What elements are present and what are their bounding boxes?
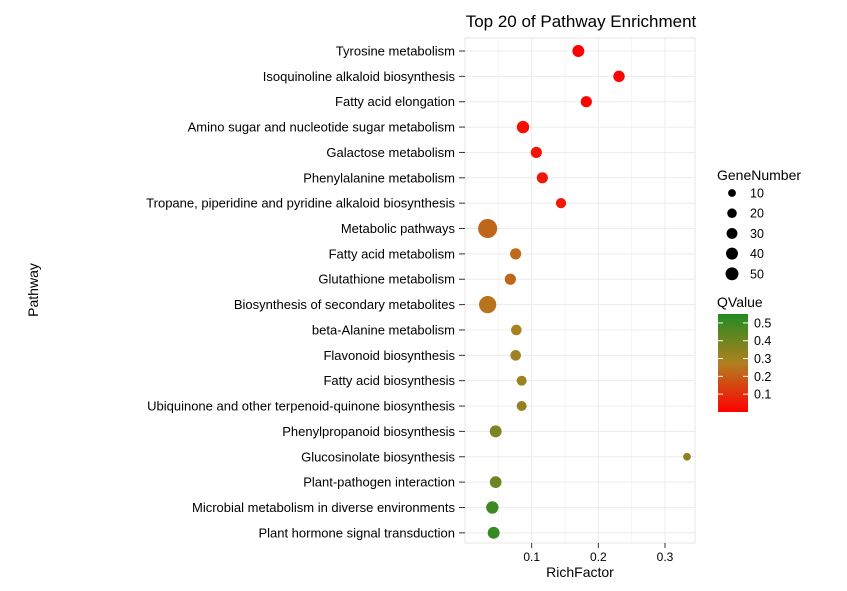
pathway-label: Amino sugar and nucleotide sugar metabol… xyxy=(188,120,455,135)
pathway-label: Phenylpropanoid biosynthesis xyxy=(282,424,455,439)
pathway-label: Glutathione metabolism xyxy=(318,272,455,287)
x-axis-title: RichFactor xyxy=(546,564,614,580)
gene-number-legend: GeneNumber 10 20 30 40 50 xyxy=(717,167,801,281)
pathway-label: Metabolic pathways xyxy=(341,221,456,236)
point-plant-pathogen-interaction xyxy=(489,476,502,488)
pathway-label: Flavonoid biosynthesis xyxy=(323,348,455,363)
gene-number-legend-label: 20 xyxy=(750,207,764,221)
point-metabolic-pathways xyxy=(478,218,498,239)
pathway-label: Microbial metabolism in diverse environm… xyxy=(192,500,455,515)
qvalue-colorbar xyxy=(718,314,748,412)
point-tropane-piperidine-and-pyridine-alkaloid-biosynthesis xyxy=(555,198,567,209)
x-gridlines xyxy=(497,38,666,543)
y-axis-ticks xyxy=(459,50,465,534)
point-phenylpropanoid-biosynthesis xyxy=(489,425,502,438)
point-plant-hormone-signal-transduction xyxy=(487,526,500,539)
x-tick-label: 0.2 xyxy=(590,550,607,564)
pathway-label: Fatty acid elongation xyxy=(335,94,455,109)
gene-number-legend-label: 50 xyxy=(750,267,764,281)
y-axis-labels: Tyrosine metabolism Isoquinoline alkaloid… xyxy=(146,44,455,541)
point-fatty-acid-biosynthesis xyxy=(516,375,527,386)
qvalue-legend-label: 0.3 xyxy=(754,352,771,366)
qvalue-legend-title: QValue xyxy=(717,294,763,310)
point-glutathione-metabolism xyxy=(504,273,516,285)
qvalue-legend-label: 0.2 xyxy=(754,370,771,384)
pathway-label: Fatty acid metabolism xyxy=(329,246,455,261)
x-axis-ticks xyxy=(531,543,666,548)
pathway-label: Plant hormone signal transduction xyxy=(258,525,455,540)
gene-number-legend-label: 40 xyxy=(750,247,764,261)
gene-number-legend-key xyxy=(726,227,738,239)
qvalue-legend-label: 0.1 xyxy=(754,388,771,402)
pathway-label: Tropane, piperidine and pyridine alkaloi… xyxy=(146,196,455,211)
point-glucosinolate-biosynthesis xyxy=(683,452,691,461)
qvalue-legend-label: 0.5 xyxy=(754,316,771,330)
pathway-label: Glucosinolate biosynthesis xyxy=(301,449,455,464)
gene-number-legend-label: 30 xyxy=(750,227,764,241)
gene-number-legend-label: 10 xyxy=(750,187,764,201)
x-tick-label: 0.1 xyxy=(523,550,540,564)
point-fatty-acid-elongation xyxy=(580,96,592,108)
gene-number-legend-key xyxy=(726,247,738,260)
point-flavonoid-biosynthesis xyxy=(510,350,521,361)
chart-title: Top 20 of Pathway Enrichment xyxy=(466,12,697,31)
plot-panel xyxy=(464,37,696,544)
pathway-label: Ubiquinone and other terpenoid-quinone b… xyxy=(147,399,455,414)
point-biosynthesis-of-secondary-metabolites xyxy=(479,295,497,314)
qvalue-legend-label: 0.4 xyxy=(754,334,771,348)
panel-background xyxy=(465,38,695,543)
point-microbial-metabolism-in-diverse-environments xyxy=(486,501,499,514)
point-amino-sugar-and-nucleotide-sugar-metabolism xyxy=(516,120,530,134)
pathway-label: Tyrosine metabolism xyxy=(336,44,455,59)
pathway-label: Phenylalanine metabolism xyxy=(303,170,455,185)
point-ubiquinone-and-other-terpenoid-quinone-biosynthesis xyxy=(516,401,527,412)
pathway-label: Galactose metabolism xyxy=(326,145,455,160)
panel-border xyxy=(464,37,696,544)
point-fatty-acid-metabolism xyxy=(510,248,522,260)
pathway-label: Isoquinoline alkaloid biosynthesis xyxy=(263,69,456,84)
gene-number-legend-title: GeneNumber xyxy=(717,167,801,183)
y-axis-title: Pathway xyxy=(25,263,41,317)
x-tick-label: 0.3 xyxy=(657,550,674,564)
pathway-label: Biosynthesis of secondary metabolites xyxy=(234,297,456,312)
point-phenylalanine-metabolism xyxy=(536,172,548,184)
point-isoquinoline-alkaloid-biosynthesis xyxy=(613,70,625,83)
data-points xyxy=(478,45,691,539)
qvalue-legend: QValue 0.1 0.2 0.3 0.4 0.5 xyxy=(717,294,771,412)
point-tyrosine-metabolism xyxy=(572,45,585,57)
gene-number-legend-key xyxy=(725,267,739,281)
pathway-label: Fatty acid biosynthesis xyxy=(323,373,455,388)
x-axis-labels: 0.1 0.2 0.3 xyxy=(523,550,673,564)
gene-number-legend-key xyxy=(728,189,736,197)
gene-number-legend-key xyxy=(727,208,737,218)
y-gridlines xyxy=(465,50,695,534)
pathway-label: Plant-pathogen interaction xyxy=(303,475,455,490)
point-galactose-metabolism xyxy=(530,146,542,159)
point-beta-alanine-metabolism xyxy=(511,324,522,336)
pathway-label: beta-Alanine metabolism xyxy=(312,322,455,337)
